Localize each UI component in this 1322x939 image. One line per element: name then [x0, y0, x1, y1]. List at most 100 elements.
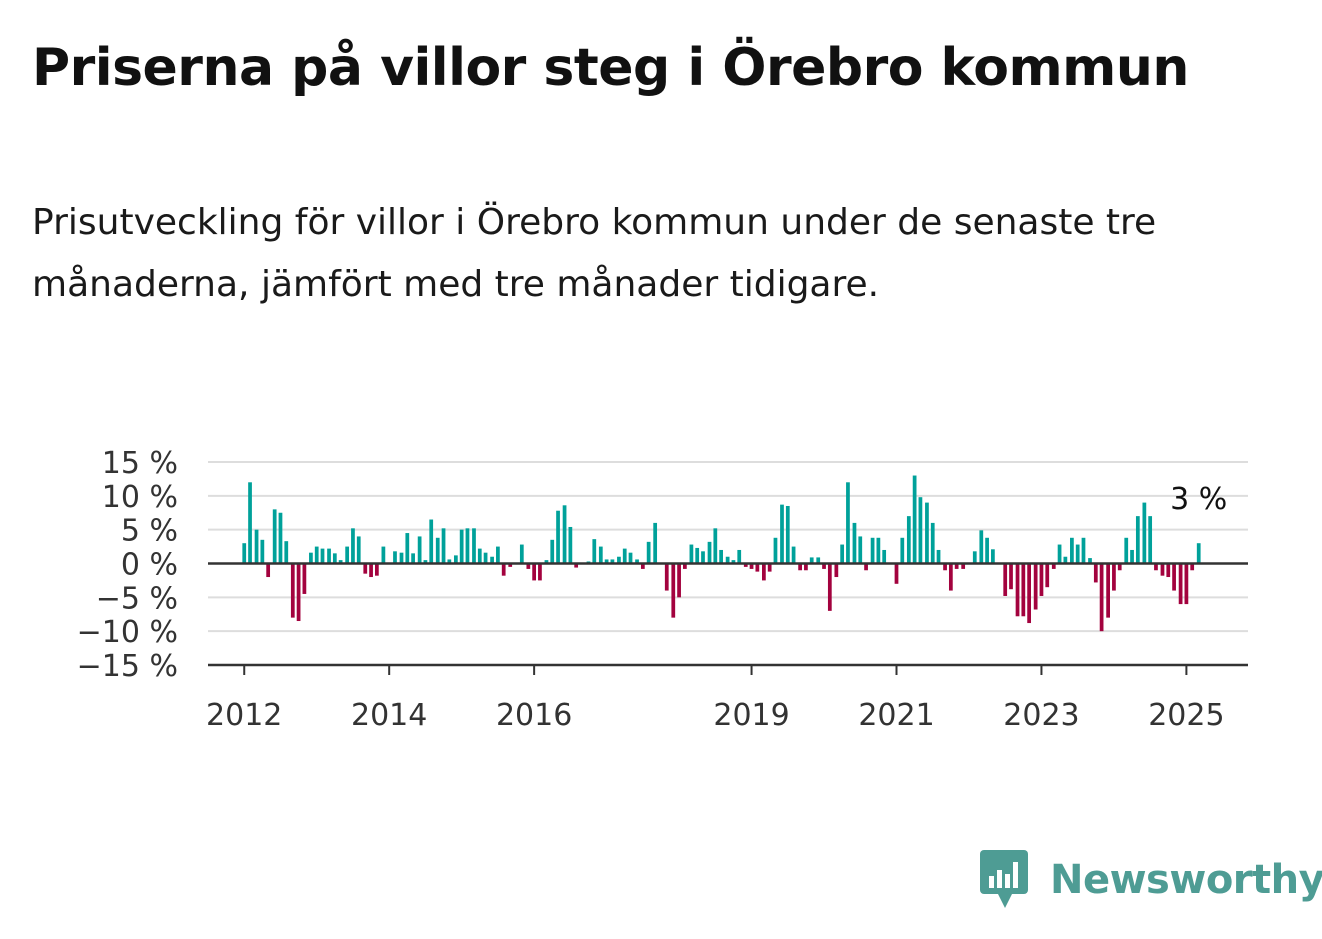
bar — [254, 529, 259, 564]
bar — [1130, 549, 1134, 564]
bar — [544, 560, 549, 564]
bar — [374, 563, 379, 576]
bar — [991, 549, 995, 564]
bar — [429, 519, 434, 564]
bar — [1172, 563, 1176, 591]
bar — [1088, 558, 1092, 564]
bar — [948, 563, 953, 591]
bar — [556, 510, 560, 564]
bar — [459, 529, 464, 564]
bar — [852, 522, 857, 564]
bar — [592, 539, 597, 564]
y-tick-label: 5 % — [121, 514, 178, 549]
last-value-annotation: 3 % — [1170, 482, 1227, 517]
bar — [731, 560, 736, 564]
bar — [1099, 563, 1104, 632]
bar — [725, 556, 730, 564]
bar — [1190, 563, 1195, 571]
bar — [713, 528, 718, 564]
y-tick-label: 0 % — [121, 548, 178, 583]
bar — [809, 557, 814, 564]
bar — [930, 522, 935, 564]
chart-subtitle: Prisutveckling för villor i Örebro kommu… — [32, 202, 1157, 305]
x-tick-label: 2025 — [1148, 698, 1224, 733]
bar — [767, 563, 772, 572]
bar — [707, 541, 712, 564]
bar — [604, 559, 609, 564]
bar — [900, 537, 905, 564]
bar — [345, 546, 350, 564]
bar — [640, 563, 645, 569]
bar — [876, 537, 881, 564]
bar — [918, 497, 923, 564]
brand-name: Newsworthy — [1050, 857, 1322, 903]
bar — [519, 544, 524, 564]
bar — [508, 563, 513, 567]
bar — [864, 563, 868, 571]
bar — [943, 563, 947, 571]
bar — [1009, 563, 1013, 590]
bar — [882, 549, 887, 564]
bar — [278, 512, 283, 564]
y-tick-label: 10 % — [102, 480, 178, 515]
bar — [411, 553, 415, 564]
bar — [1051, 563, 1056, 569]
bar — [351, 528, 355, 564]
bar — [538, 563, 542, 581]
y-tick-label: 15 % — [102, 446, 178, 481]
bar — [1154, 563, 1158, 571]
bar — [979, 530, 984, 564]
bar — [266, 563, 271, 578]
bar — [453, 555, 458, 564]
bar — [894, 563, 899, 584]
x-tick-label: 2014 — [351, 698, 427, 733]
bar — [320, 548, 325, 564]
bar — [653, 522, 658, 564]
bar — [302, 563, 307, 594]
bar — [834, 563, 839, 578]
x-axis-tick-labels: 2012 2014 2016 2019 2021 2023 2025 — [206, 698, 1225, 733]
bar — [1093, 563, 1098, 583]
bar — [532, 563, 537, 581]
bar — [435, 537, 440, 564]
bar — [242, 543, 247, 564]
bar — [574, 563, 579, 568]
bar — [773, 537, 778, 564]
bar — [1117, 563, 1122, 571]
bar — [1045, 563, 1050, 588]
newsworthy-bar-chart-icon — [980, 850, 1028, 908]
bar — [827, 563, 832, 611]
bar — [610, 559, 615, 564]
bar — [526, 563, 531, 569]
bar — [646, 541, 651, 564]
bar — [912, 475, 917, 564]
bar — [1148, 516, 1153, 564]
bar — [1178, 563, 1183, 605]
bar — [314, 546, 319, 564]
bar — [622, 548, 627, 564]
y-tick-label: −15 % — [77, 649, 178, 684]
bar — [550, 539, 555, 564]
brand-logo: Newsworthy — [980, 850, 1322, 910]
bar — [1135, 516, 1140, 564]
bar — [447, 559, 452, 564]
bar — [290, 563, 295, 618]
x-tick-label: 2023 — [1003, 698, 1079, 733]
bar — [780, 504, 784, 564]
bar — [695, 547, 700, 564]
bar — [472, 528, 476, 564]
bar — [798, 563, 802, 571]
bar — [248, 482, 252, 564]
bar — [1057, 544, 1062, 564]
bar — [743, 563, 748, 567]
bar — [972, 551, 977, 564]
bar — [423, 560, 428, 564]
x-tick-label: 2012 — [206, 698, 282, 733]
bar — [483, 552, 488, 564]
bar — [1166, 563, 1171, 578]
bar — [260, 539, 265, 564]
bar — [683, 563, 687, 569]
bar — [562, 505, 567, 564]
bar — [1021, 563, 1026, 617]
